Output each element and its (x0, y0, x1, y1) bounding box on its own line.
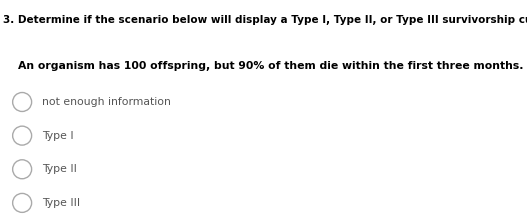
Text: not enough information: not enough information (42, 97, 171, 107)
Text: 3. Determine if the scenario below will display a Type I, Type II, or Type III s: 3. Determine if the scenario below will … (3, 15, 527, 25)
Text: Type III: Type III (42, 198, 80, 208)
Text: An organism has 100 offspring, but 90% of them die within the first three months: An organism has 100 offspring, but 90% o… (18, 61, 524, 71)
Text: Type I: Type I (42, 131, 74, 141)
Text: Type II: Type II (42, 164, 77, 174)
